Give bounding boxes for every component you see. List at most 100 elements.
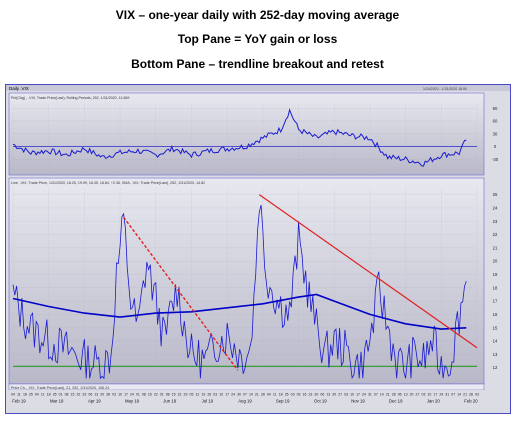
x-tick-label: 06 (88, 393, 92, 397)
x-tick-label: 19 (201, 393, 205, 397)
x-month-label: Jun 19 (163, 399, 177, 404)
bottom-y-tick-label: 19 (493, 272, 498, 277)
x-tick-label: 04 (35, 393, 39, 397)
x-tick-label: 18 (23, 393, 27, 397)
bottom-y-tick-label: 24 (493, 205, 498, 210)
window-right-info: 1/24/2020 - 1/31/2020 18.84 (423, 87, 467, 91)
x-tick-label: 30 (237, 393, 241, 397)
bottom-y-tick-label: 12 (493, 365, 498, 370)
x-tick-label: 22 (178, 393, 182, 397)
x-tick-label: 15 (71, 393, 75, 397)
x-tick-label: 24 (130, 393, 134, 397)
top-y-tick-label: -30 (492, 157, 499, 162)
x-month-label: May 19 (125, 399, 140, 404)
bottom-y-tick-label: 23 (493, 219, 498, 224)
x-tick-label: 10 (350, 393, 354, 397)
x-tick-label: 25 (53, 393, 57, 397)
x-tick-label: 01 (59, 393, 63, 397)
x-tick-label: 03 (344, 393, 348, 397)
x-tick-label: 20 (332, 393, 336, 397)
x-tick-label: 28 (469, 393, 473, 397)
bottom-y-tick-label: 21 (493, 245, 498, 250)
vix-chart-window: Daily .VIX 1/24/2020 - 1/31/2020 18.84 P… (5, 84, 511, 414)
x-tick-label: 27 (416, 393, 420, 397)
x-tick-label: 31 (445, 393, 449, 397)
x-tick-label: 17 (225, 393, 229, 397)
x-tick-label: 07 (243, 393, 247, 397)
top-y-tick-label: 0 (494, 144, 497, 149)
bottom-y-tick-label: 25 (493, 192, 498, 197)
x-tick-label: 01 (160, 393, 164, 397)
x-tick-label: 26 (207, 393, 211, 397)
x-month-label: Oct 19 (314, 399, 327, 404)
x-tick-label: 04 (11, 393, 15, 397)
x-month-label: Nov 19 (351, 399, 365, 404)
x-tick-label: 12 (195, 393, 199, 397)
x-tick-label: 24 (231, 393, 235, 397)
bottom-y-tick-label: 20 (493, 259, 498, 264)
x-tick-label: 17 (356, 393, 360, 397)
x-tick-label: 29 (82, 393, 86, 397)
x-tick-label: 31 (368, 393, 372, 397)
x-tick-label: 14 (249, 393, 253, 397)
heading-line-3: Bottom Pane – trendline breakout and ret… (131, 57, 384, 71)
x-tick-label: 06 (398, 393, 402, 397)
bottom-pane-background (8, 177, 485, 385)
x-tick-label: 17 (433, 393, 437, 397)
x-month-label: Apr 19 (88, 399, 101, 404)
x-month-label: Jan 20 (427, 399, 441, 404)
x-tick-label: 01 (136, 393, 140, 397)
x-month-label: Sep 19 (276, 399, 290, 404)
x-tick-label: 30 (314, 393, 318, 397)
top-pane-background (8, 92, 485, 176)
title-bar (6, 85, 510, 91)
x-tick-label: 18 (47, 393, 51, 397)
x-tick-label: 03 (291, 393, 295, 397)
x-tick-label: 11 (41, 393, 45, 397)
bottom-y-tick-label: 15 (493, 325, 498, 330)
dashed-trendline (123, 216, 239, 371)
x-month-label: Jul 19 (202, 399, 214, 404)
x-tick-label: 24 (362, 393, 366, 397)
top-y-tick-label: 60 (493, 119, 498, 124)
x-tick-label: 15 (148, 393, 152, 397)
bottom-y-tick-label: 16 (493, 312, 498, 317)
x-tick-label: 28 (106, 393, 110, 397)
x-tick-label: 14 (457, 393, 461, 397)
bottom-y-tick-label: 13 (493, 352, 498, 357)
x-tick-label: 24 (439, 393, 443, 397)
x-tick-label: 06 (320, 393, 324, 397)
x-month-label: Mar 19 (50, 399, 64, 404)
x-tick-label: 03 (112, 393, 116, 397)
x-tick-label: 09 (297, 393, 301, 397)
vix-price-line (12, 204, 467, 380)
top-y-tick-label: 30 (493, 131, 498, 136)
x-tick-label: 21 (463, 393, 467, 397)
x-tick-label: 20 (410, 393, 414, 397)
x-tick-label: 13 (94, 393, 98, 397)
x-tick-label: 18 (279, 393, 283, 397)
x-tick-label: 25 (285, 393, 289, 397)
x-tick-label: 23 (308, 393, 312, 397)
x-tick-label: 22 (76, 393, 80, 397)
x-tick-label: 07 (451, 393, 455, 397)
x-tick-label: 11 (273, 393, 277, 397)
x-tick-label: 07 (374, 393, 378, 397)
x-axis: 04 11 18 25 04 11 18 25 01 08 15 22 29 06 13 20 28 03 10 17… (9, 390, 484, 412)
bottom-y-tick-label: 18 (493, 285, 498, 290)
yoy-series-line (12, 108, 467, 167)
x-tick-label: 03 (422, 393, 426, 397)
downtrend-line (258, 194, 478, 349)
x-tick-label: 03 (475, 393, 479, 397)
sma-252-line (12, 293, 467, 330)
x-tick-label: 15 (172, 393, 176, 397)
x-tick-label: 29 (184, 393, 188, 397)
footer-legend: Price Ch., .VIX, Trade Price(Last), 21, … (11, 386, 109, 390)
x-tick-label: 08 (142, 393, 146, 397)
x-month-label: Feb 19 (12, 399, 26, 404)
x-month-label: Feb 20 (464, 399, 478, 404)
x-tick-label: 13 (404, 393, 408, 397)
top-pane: Pct(Chg) , .VIX, Trade Price(Last), Roll… (8, 92, 499, 176)
x-tick-label: 04 (267, 393, 271, 397)
top-y-tick-label: 90 (493, 106, 498, 111)
